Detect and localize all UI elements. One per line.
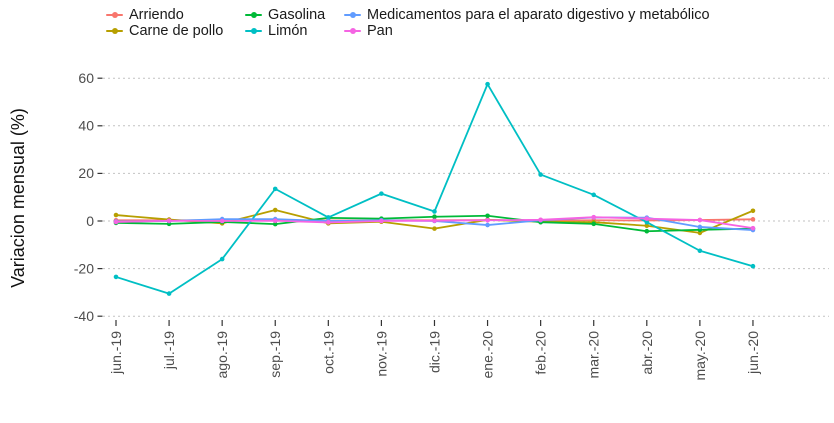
legend-label: Pan <box>367 23 393 39</box>
data-point <box>326 220 331 225</box>
y-tick-label: -20 <box>74 260 94 276</box>
chart-legend: Arriendo Carne de pollo Gasolina Limón M… <box>106 7 710 39</box>
data-point <box>379 218 384 224</box>
x-tick-label: jun.-20 <box>745 331 761 375</box>
legend-item-carne-de-pollo: Carne de pollo <box>106 23 245 39</box>
data-point <box>485 222 490 228</box>
x-tick-label: oct.-19 <box>320 331 336 374</box>
data-point <box>644 228 650 234</box>
y-tick-label: 20 <box>78 165 94 181</box>
data-point <box>750 208 756 214</box>
limon-line-marker-icon <box>245 25 262 37</box>
data-point <box>750 263 756 269</box>
data-point <box>644 216 650 221</box>
x-tick-label: ago.-19 <box>214 331 230 379</box>
gasolina-line-marker-icon <box>245 9 262 21</box>
y-tick-label: 40 <box>78 118 94 134</box>
data-point <box>644 219 650 225</box>
x-tick-label: jul.-19 <box>161 331 177 370</box>
data-point <box>113 274 119 280</box>
data-point <box>219 218 225 224</box>
medicamentos-line-marker-icon <box>344 9 361 21</box>
x-tick-label: ene.-20 <box>480 331 496 379</box>
legend-item-pan: Pan <box>344 23 710 39</box>
x-tick-label: may.-20 <box>692 331 708 381</box>
data-point <box>432 214 437 220</box>
data-point <box>166 291 172 296</box>
y-tick-label: 0 <box>86 213 94 229</box>
data-point <box>113 212 119 218</box>
pan-line-marker-icon <box>344 25 361 37</box>
legend-label: Carne de pollo <box>129 23 224 39</box>
x-tick-label: sep.-19 <box>267 331 283 378</box>
legend-label: Limón <box>268 23 308 39</box>
data-point <box>591 192 597 198</box>
data-point <box>644 223 650 229</box>
y-tick-label: -40 <box>74 308 94 324</box>
data-point <box>432 209 437 214</box>
data-point <box>538 172 543 177</box>
x-tick-label: abr.-20 <box>639 331 655 375</box>
data-point <box>591 221 597 227</box>
data-point <box>538 217 543 223</box>
data-point <box>272 186 278 192</box>
x-tick-label: mar.-20 <box>586 331 602 379</box>
x-tick-label: feb.-20 <box>533 331 549 375</box>
legend-label: Medicamentos para el aparato digestivo y… <box>367 7 710 23</box>
legend-item-arriendo: Arriendo <box>106 7 245 23</box>
legend-label: Arriendo <box>129 7 184 23</box>
legend-item-gasolina: Gasolina <box>245 7 344 23</box>
x-tick-label: nov.-19 <box>373 331 389 377</box>
data-point <box>272 221 278 227</box>
data-point <box>272 218 278 224</box>
data-point <box>591 214 597 220</box>
data-point <box>326 215 331 220</box>
arriendo-line-marker-icon <box>106 9 123 21</box>
data-point <box>697 224 703 230</box>
legend-label: Gasolina <box>268 7 326 23</box>
data-point <box>750 225 756 231</box>
data-point <box>750 217 756 222</box>
legend-item-medicamentos: Medicamentos para el aparato digestivo y… <box>344 7 710 23</box>
series-line-3 <box>115 83 754 295</box>
x-tick-label: jun.-19 <box>108 331 124 375</box>
carne-de-pollo-line-marker-icon <box>106 25 123 37</box>
y-axis-title: Variacion mensual (%) <box>8 108 28 288</box>
data-point <box>485 213 490 219</box>
x-tick-label: dic.-19 <box>426 331 442 373</box>
data-point <box>113 219 119 225</box>
data-point <box>485 81 490 87</box>
y-tick-label: 60 <box>78 70 94 86</box>
data-point <box>219 256 225 262</box>
data-point <box>697 248 703 254</box>
data-point <box>485 217 490 223</box>
data-point <box>379 191 384 196</box>
data-point <box>166 218 172 224</box>
data-point <box>432 226 437 231</box>
legend-item-limon: Limón <box>245 23 344 39</box>
data-point <box>697 217 703 223</box>
data-point <box>432 218 437 224</box>
data-point <box>272 207 278 213</box>
